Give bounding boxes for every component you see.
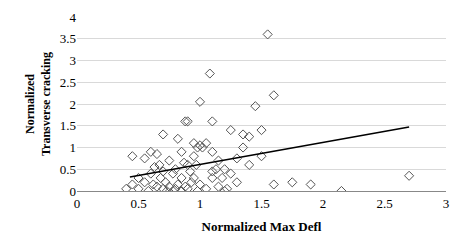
svg-text:3.5: 3.5 (60, 31, 76, 46)
svg-text:0: 0 (74, 196, 81, 211)
svg-text:1: 1 (70, 140, 77, 155)
svg-text:1: 1 (197, 196, 204, 211)
svg-text:1.5: 1.5 (253, 196, 269, 211)
svg-text:3: 3 (443, 196, 450, 211)
svg-text:2: 2 (70, 97, 77, 112)
svg-text:0.5: 0.5 (60, 162, 76, 177)
svg-text:4: 4 (70, 10, 77, 25)
svg-text:3: 3 (70, 53, 77, 68)
svg-text:1.5: 1.5 (60, 118, 76, 133)
svg-text:0.5: 0.5 (130, 196, 146, 211)
svg-text:2.5: 2.5 (376, 196, 392, 211)
svg-text:2: 2 (320, 196, 327, 211)
svg-text:NormalizedTransverse cracking: NormalizedTransverse cracking (23, 52, 53, 156)
svg-text:Normalized Max Defl: Normalized Max Defl (202, 219, 322, 234)
svg-text:0: 0 (70, 184, 77, 199)
svg-text:2.5: 2.5 (60, 75, 76, 90)
